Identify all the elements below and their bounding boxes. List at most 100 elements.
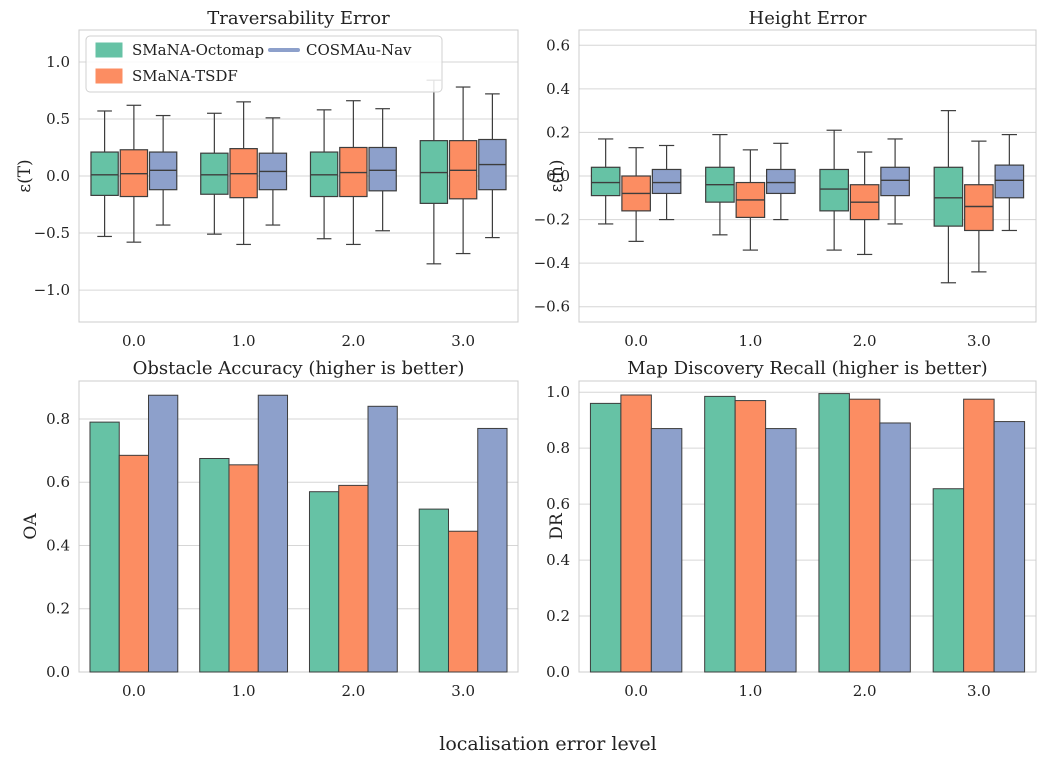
box: [994, 164, 1025, 199]
series-smana-octomap: [590, 110, 964, 284]
y-tick-label: 0.0: [546, 167, 570, 185]
bar: [257, 394, 289, 673]
x-tick-label: 1.0: [738, 332, 762, 350]
bar: [118, 454, 150, 673]
series-cosmau-nav: [650, 421, 1026, 673]
y-tick-label: 1.0: [46, 53, 70, 71]
plot-frame: [78, 380, 519, 673]
legend-label: SMaNA-TSDF: [132, 67, 238, 85]
series-smana-tsdf: [620, 394, 995, 673]
y-tick-label: 0.2: [546, 607, 570, 625]
box: [880, 166, 910, 197]
bar: [148, 394, 179, 673]
chart-panel-1: 1.0 0.5 0.0 −0.5 −1.0 0.0 1.0 2.0 3.0 Traversabil…: [15, 8, 519, 350]
x-tick-label: 3.0: [451, 682, 475, 700]
legend-swatch: [95, 42, 123, 58]
bar: [932, 488, 965, 673]
y-tick-label: −0.5: [34, 224, 70, 242]
x-tick-label: 3.0: [967, 682, 991, 700]
chart-panel-2: 0.6 0.4 0.2 0.0 −0.2 −0.4 −0.6 0.0 1.0 2.0 3.0 Heig…: [534, 8, 1037, 350]
legend: SMaNA-Octomap SMaNA-TSDF COSMAu-Nav: [85, 35, 443, 93]
bar: [228, 464, 259, 673]
chart-title: Map Discovery Recall (higher is better): [627, 358, 987, 379]
chart-title: Traversability Error: [207, 8, 390, 29]
y-axis-label: DR: [547, 512, 567, 540]
x-tick-label: 0.0: [624, 332, 648, 350]
x-tick-label: 0.0: [122, 682, 146, 700]
y-axis-label: ε(T): [15, 159, 35, 192]
y-tick-label: 0.8: [46, 410, 70, 428]
x-tick-label: 0.0: [122, 332, 146, 350]
y-tick-label: 1.0: [546, 383, 570, 401]
plot-frame: [78, 29, 519, 323]
y-axis-label: OA: [21, 513, 41, 540]
chart-panel-4: 0.0 0.2 0.4 0.6 0.8 1.0 0.0 1.0 2.0 3.0 Map Discov…: [546, 358, 1037, 700]
chart-title: Height Error: [749, 8, 867, 29]
bar: [589, 402, 622, 673]
x-tick-label: 2.0: [853, 682, 877, 700]
y-tick-label: 0.0: [46, 663, 70, 681]
bar: [620, 394, 652, 673]
box: [766, 168, 796, 195]
box: [933, 166, 964, 227]
bar: [477, 427, 508, 673]
series-cosmau-nav: [651, 133, 1025, 232]
box: [819, 168, 849, 212]
bar: [704, 395, 736, 673]
y-tick-label: −0.2: [534, 211, 570, 229]
series-smana-octomap: [589, 393, 965, 673]
bar: [367, 405, 398, 673]
chart-panel-3: 0.0 0.2 0.4 0.6 0.8 0.0 1.0 2.0 3.0 Obstacle Accu…: [21, 358, 519, 700]
legend-item: SMaNA-TSDF: [95, 67, 238, 85]
y-tick-label: −1.0: [34, 281, 70, 299]
bar: [89, 421, 120, 673]
y-tick-label: 0.8: [546, 439, 570, 457]
y-tick-label: 0.2: [46, 600, 70, 618]
series-cosmau-nav: [148, 394, 508, 673]
y-tick-label: 0.6: [546, 36, 570, 54]
y-tick-label: −0.6: [534, 298, 570, 316]
series-cosmau-nav: [148, 93, 507, 239]
legend-item: COSMAu-Nav: [268, 41, 412, 59]
y-tick-label: 0.6: [46, 473, 70, 491]
series-smana-tsdf: [621, 140, 994, 273]
x-tick-label: 2.0: [341, 682, 365, 700]
x-tick-label: 3.0: [451, 332, 475, 350]
x-tick-label: 1.0: [232, 332, 256, 350]
chart-title: Obstacle Accuracy (higher is better): [133, 358, 465, 379]
x-tick-label: 2.0: [853, 332, 877, 350]
bar: [963, 398, 995, 673]
bar: [848, 398, 881, 673]
bar: [879, 422, 911, 673]
y-tick-label: −0.4: [534, 254, 570, 272]
x-tick-label: 2.0: [341, 332, 365, 350]
x-tick-label: 0.0: [624, 682, 648, 700]
bar: [338, 484, 369, 673]
y-tick-label: 0.5: [46, 110, 70, 128]
series-smana-octomap: [90, 79, 449, 265]
figure-x-label: localisation error level: [439, 733, 657, 755]
legend-frame: [85, 35, 443, 93]
y-tick-label: 0.4: [546, 80, 570, 98]
box: [90, 151, 119, 196]
box: [368, 146, 397, 192]
legend-label: SMaNA-Octomap: [132, 41, 264, 59]
bar: [447, 530, 479, 673]
box: [964, 184, 994, 232]
legend-swatch: [95, 68, 123, 84]
x-tick-label: 3.0: [967, 332, 991, 350]
box: [590, 166, 621, 197]
bar: [418, 508, 449, 673]
x-tick-label: 1.0: [232, 682, 256, 700]
y-tick-label: 0.0: [46, 167, 70, 185]
box: [200, 152, 229, 195]
plot-frame: [578, 380, 1037, 673]
plot-frame: [578, 29, 1037, 323]
y-tick-label: 0.0: [546, 663, 570, 681]
series-smana-tsdf: [118, 454, 479, 673]
bar: [308, 491, 340, 673]
x-tick-label: 1.0: [738, 682, 762, 700]
bar: [993, 421, 1026, 673]
bar: [734, 400, 767, 673]
